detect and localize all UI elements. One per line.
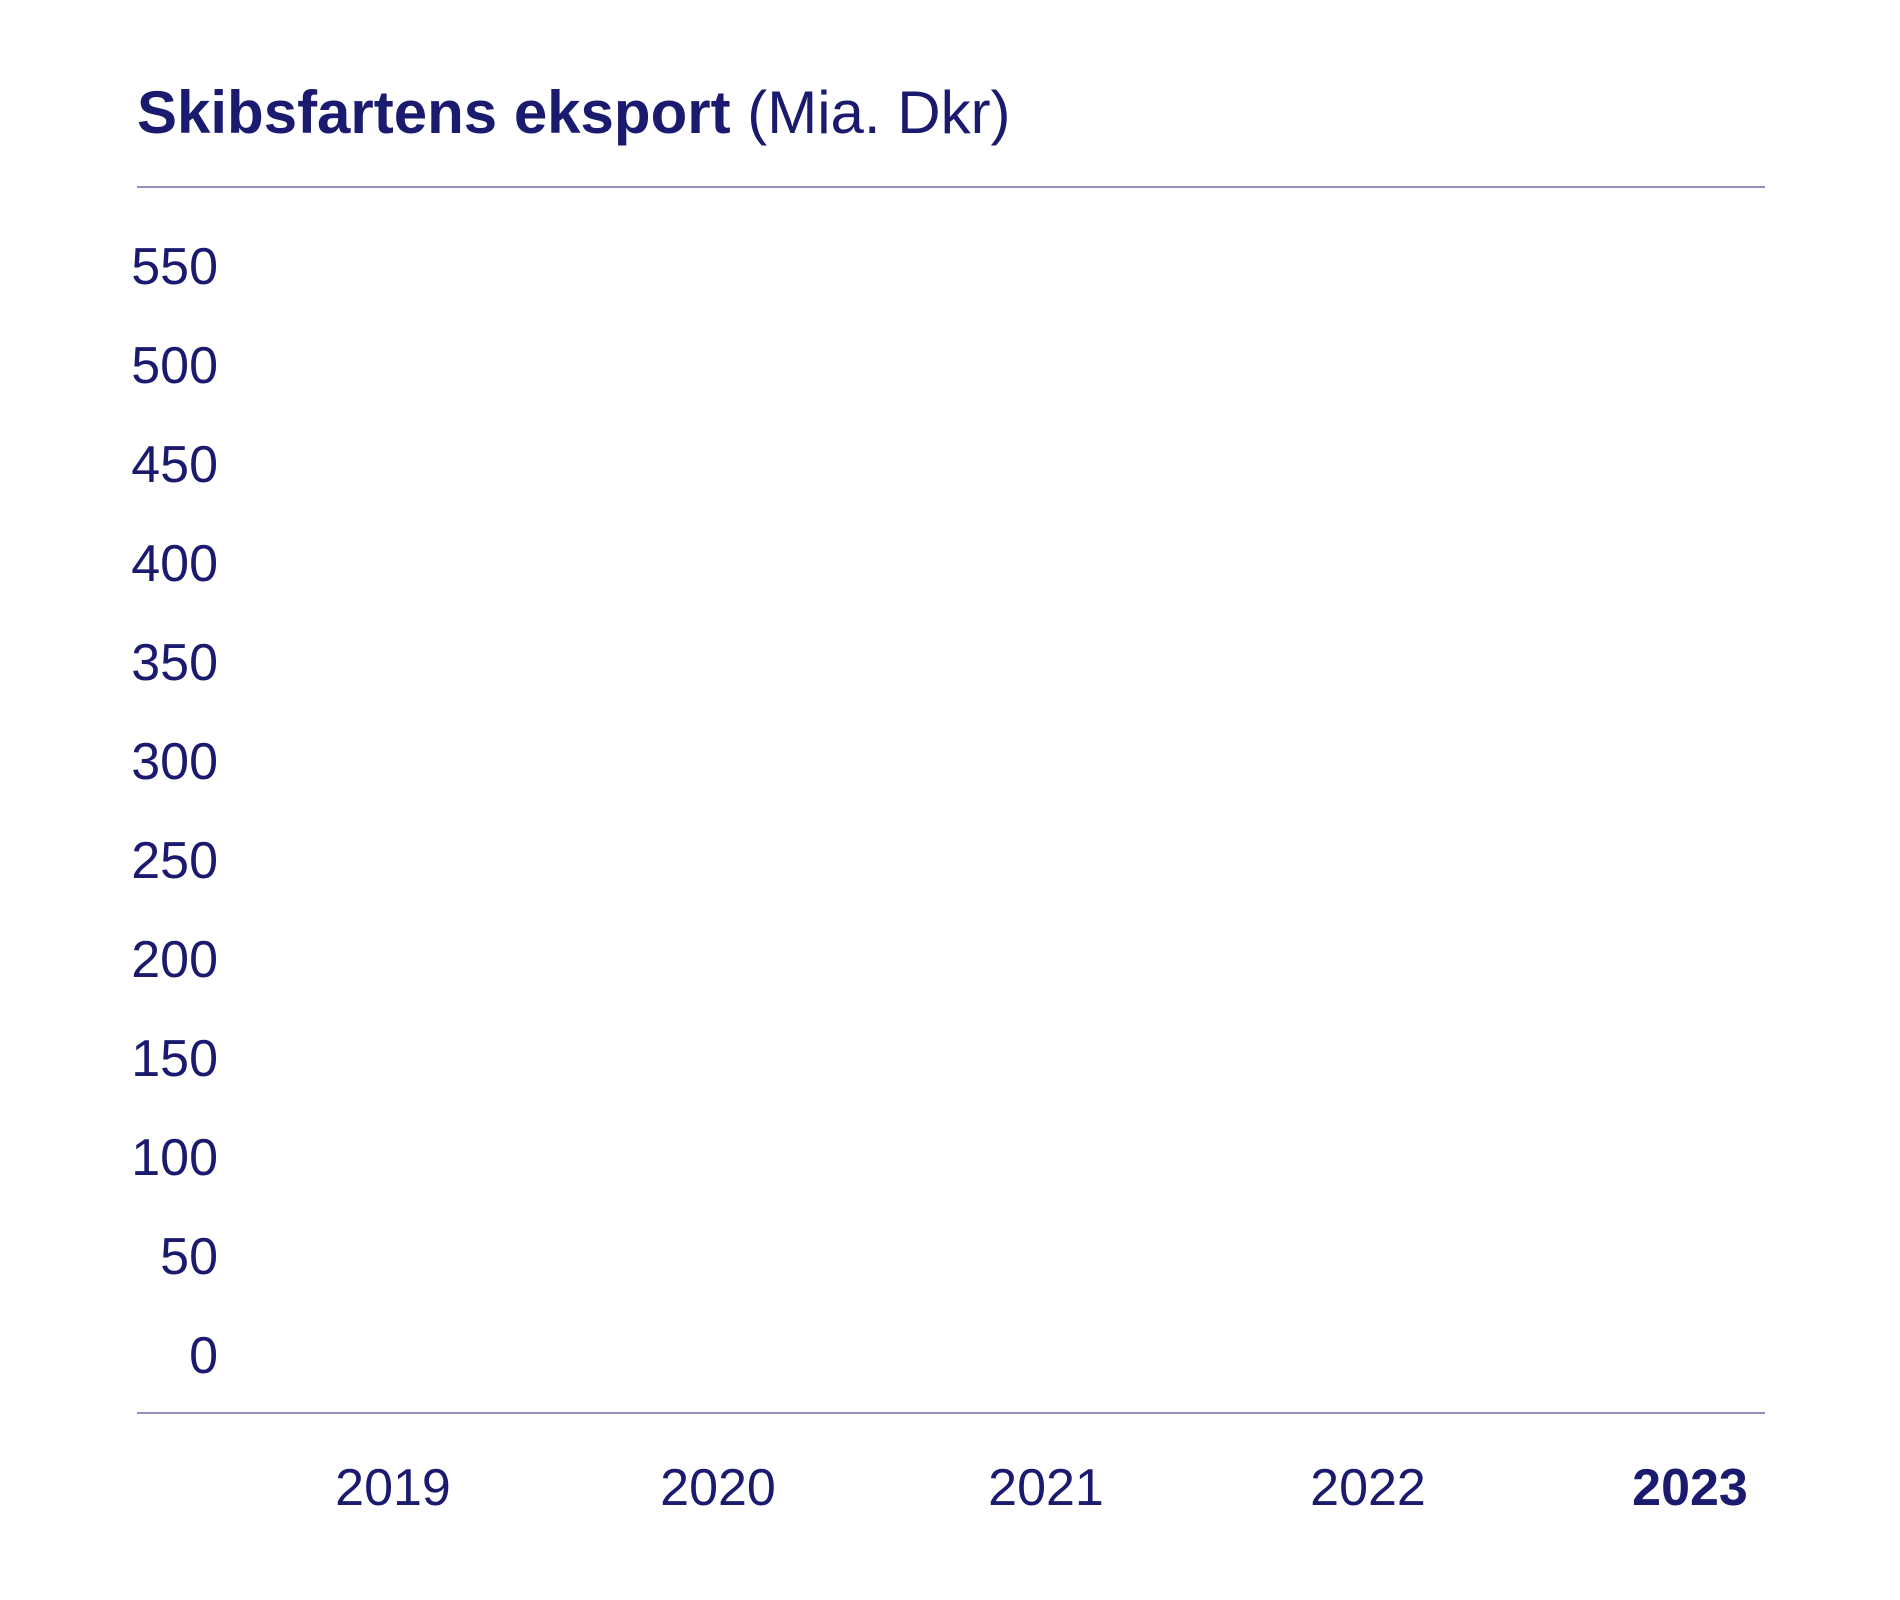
chart-title-spacer xyxy=(731,79,748,146)
y-tick-450: 450 xyxy=(131,436,218,494)
y-tick-150: 150 xyxy=(131,1030,218,1088)
chart-title: Skibsfartens eksport (Mia. Dkr) xyxy=(137,76,1011,150)
plot-area xyxy=(137,188,1765,1412)
chart-title-main: Skibsfartens eksport xyxy=(137,79,731,146)
y-tick-50: 50 xyxy=(160,1228,218,1286)
y-tick-100: 100 xyxy=(131,1129,218,1187)
y-tick-0: 0 xyxy=(189,1327,218,1385)
y-tick-200: 200 xyxy=(131,931,218,989)
y-tick-350: 350 xyxy=(131,634,218,692)
y-tick-500: 500 xyxy=(131,337,218,395)
x-tick-2020: 2020 xyxy=(660,1459,776,1517)
chart-title-unit: (Mia. Dkr) xyxy=(747,79,1011,146)
x-tick-2021: 2021 xyxy=(988,1459,1104,1517)
y-tick-550: 550 xyxy=(131,238,218,296)
x-tick-2023: 2023 xyxy=(1632,1459,1748,1517)
x-tick-2019: 2019 xyxy=(335,1459,451,1517)
y-tick-400: 400 xyxy=(131,535,218,593)
x-axis-line xyxy=(137,1412,1765,1414)
x-tick-2022: 2022 xyxy=(1310,1459,1426,1517)
y-tick-300: 300 xyxy=(131,733,218,791)
top-divider-line xyxy=(137,186,1765,188)
y-tick-250: 250 xyxy=(131,832,218,890)
